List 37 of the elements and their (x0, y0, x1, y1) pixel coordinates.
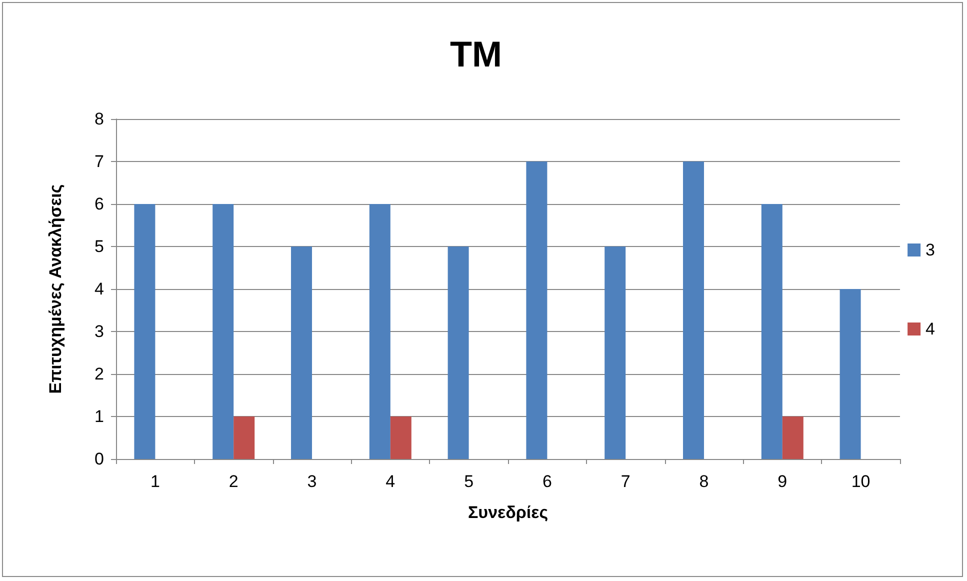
bar (234, 416, 255, 459)
bar (212, 204, 234, 459)
bar (604, 246, 626, 459)
y-tick-label: 1 (94, 407, 104, 426)
x-tick-label: 4 (386, 472, 396, 491)
x-axis-title: Συνεδρίες (468, 503, 548, 522)
y-tick-label: 3 (94, 322, 104, 341)
bar (369, 204, 390, 459)
bar (683, 162, 704, 459)
bar (761, 204, 782, 459)
y-tick-label: 8 (94, 110, 104, 128)
y-tick-label: 2 (94, 364, 104, 384)
x-tick-label: 9 (778, 472, 788, 491)
legend-label: 3 (926, 240, 936, 260)
y-axis-title: Επιτυχημένες Ανακλήσεις (46, 184, 65, 394)
x-tick-label: 8 (699, 472, 709, 491)
x-tick-label: 2 (228, 472, 238, 491)
y-tick-label: 6 (94, 194, 104, 214)
bar (390, 416, 412, 459)
x-tick-label: 6 (542, 472, 552, 491)
x-tick-label: 10 (851, 472, 870, 491)
x-tick-label: 1 (150, 472, 160, 491)
y-tick-label: 7 (94, 152, 104, 171)
chart-title: TM (450, 34, 502, 74)
x-tick-label: 5 (464, 472, 474, 491)
bar (782, 416, 804, 459)
bar (291, 246, 312, 459)
bar (840, 289, 861, 459)
bar (134, 204, 156, 459)
bar (526, 162, 548, 459)
y-tick-label: 4 (94, 280, 104, 298)
y-tick-label: 5 (94, 237, 104, 256)
y-tick-label: 0 (94, 450, 104, 468)
legend-label: 4 (926, 320, 936, 338)
x-tick-label: 7 (620, 472, 630, 491)
x-tick-label: 3 (307, 472, 317, 491)
bar (448, 246, 469, 459)
